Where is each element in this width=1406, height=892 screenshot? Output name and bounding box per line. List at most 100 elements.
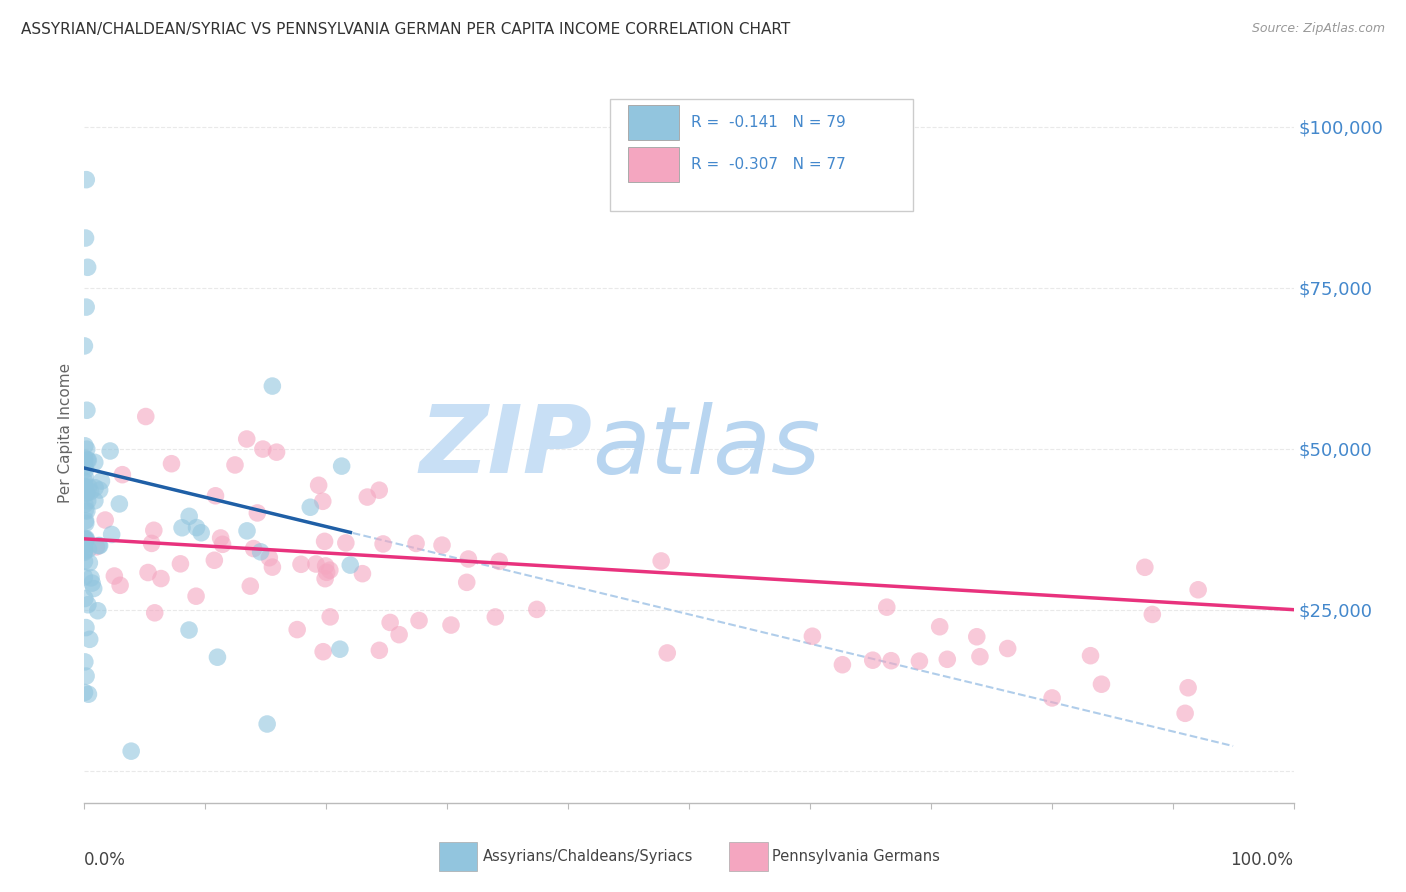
Point xyxy=(319,563,342,577)
Point xyxy=(75,533,97,547)
Text: R =  -0.141   N = 79: R = -0.141 N = 79 xyxy=(692,115,846,130)
Point xyxy=(84,481,107,495)
Point xyxy=(1080,648,1102,663)
Point xyxy=(76,453,98,467)
Point xyxy=(73,474,96,488)
Text: atlas: atlas xyxy=(592,402,821,493)
Point xyxy=(73,591,96,606)
Point xyxy=(262,379,284,393)
Point xyxy=(73,685,96,699)
Point xyxy=(262,560,284,574)
Point xyxy=(308,478,330,492)
Point xyxy=(456,575,478,590)
Point xyxy=(141,536,163,550)
Point xyxy=(160,457,183,471)
Point xyxy=(73,454,96,468)
Point xyxy=(876,600,898,615)
Point xyxy=(315,558,337,573)
Point xyxy=(108,497,131,511)
Point xyxy=(305,557,328,571)
Point xyxy=(73,451,96,466)
Point xyxy=(209,531,232,545)
Point xyxy=(75,462,97,476)
Point xyxy=(87,539,110,553)
Point xyxy=(190,525,212,540)
Point xyxy=(82,576,104,591)
Point xyxy=(997,641,1019,656)
Point xyxy=(259,550,281,565)
Point xyxy=(77,542,100,557)
Point xyxy=(75,621,97,635)
Point xyxy=(242,541,264,556)
Point xyxy=(249,545,271,559)
Point xyxy=(100,527,122,541)
Point xyxy=(405,536,427,550)
Point xyxy=(73,439,96,453)
Point xyxy=(77,598,100,612)
Point xyxy=(314,572,336,586)
Point xyxy=(378,615,401,630)
Point xyxy=(430,538,453,552)
Point xyxy=(169,557,191,571)
Point xyxy=(312,645,335,659)
Point xyxy=(77,687,100,701)
Point xyxy=(928,620,950,634)
Point xyxy=(285,623,308,637)
Point xyxy=(77,480,100,494)
Point xyxy=(120,744,142,758)
Point xyxy=(79,484,101,499)
Point xyxy=(246,506,269,520)
Point xyxy=(177,623,200,637)
Point xyxy=(339,558,361,573)
Point xyxy=(73,538,96,552)
Point xyxy=(315,566,337,580)
Point xyxy=(335,536,357,550)
Point xyxy=(224,458,246,472)
Point xyxy=(235,432,257,446)
Point xyxy=(76,260,98,275)
Point xyxy=(388,628,411,642)
Point xyxy=(73,554,96,568)
Text: Pennsylvania Germans: Pennsylvania Germans xyxy=(772,849,941,864)
Point xyxy=(330,459,353,474)
Point xyxy=(207,650,229,665)
Point xyxy=(440,618,463,632)
Point xyxy=(103,569,125,583)
Text: 100.0%: 100.0% xyxy=(1230,851,1294,869)
Point xyxy=(1090,677,1112,691)
FancyBboxPatch shape xyxy=(628,104,679,140)
Point xyxy=(73,479,96,493)
Point xyxy=(73,545,96,559)
Point xyxy=(89,483,111,497)
Point xyxy=(408,614,430,628)
Point xyxy=(969,649,991,664)
Point xyxy=(657,646,679,660)
Point xyxy=(352,566,374,581)
Point xyxy=(80,571,103,585)
Point xyxy=(76,494,98,508)
Point xyxy=(319,610,342,624)
Point xyxy=(76,486,98,500)
Point xyxy=(75,300,97,314)
Point xyxy=(239,579,262,593)
Text: R =  -0.307   N = 77: R = -0.307 N = 77 xyxy=(692,157,846,172)
Point xyxy=(75,533,97,547)
Point xyxy=(880,654,903,668)
Point xyxy=(75,231,97,245)
Point xyxy=(314,534,336,549)
Point xyxy=(862,653,884,667)
Point xyxy=(136,566,159,580)
Point xyxy=(73,531,96,545)
Point xyxy=(801,629,824,643)
Point xyxy=(86,540,108,554)
Point xyxy=(457,552,479,566)
Point xyxy=(150,572,173,586)
Point xyxy=(179,509,201,524)
Point xyxy=(77,453,100,467)
Point xyxy=(202,553,225,567)
Point xyxy=(256,717,278,731)
Point xyxy=(236,524,259,538)
Point xyxy=(111,467,134,482)
Point xyxy=(73,339,96,353)
Point xyxy=(170,521,193,535)
